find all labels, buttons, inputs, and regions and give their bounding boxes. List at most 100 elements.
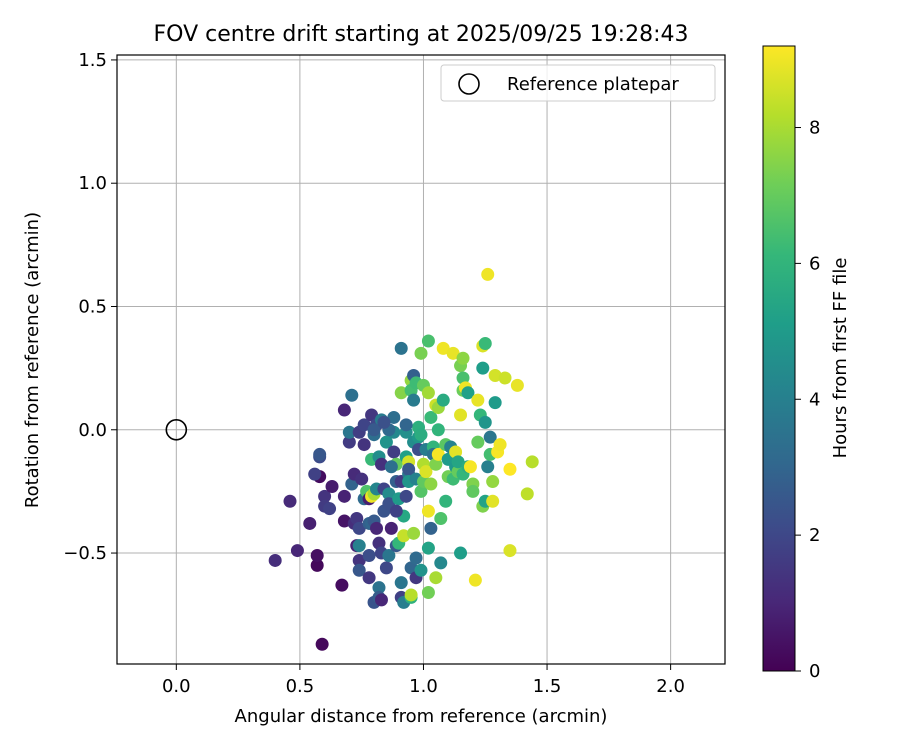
- data-point: [352, 563, 366, 577]
- data-point: [382, 549, 396, 563]
- data-point: [318, 489, 332, 503]
- y-axis-ticks: −0.5 0.0 0.5 1.0 1.5: [63, 50, 117, 564]
- y-axis-label: Rotation from reference (arcmin): [22, 212, 43, 508]
- data-point: [434, 556, 448, 570]
- data-point: [486, 494, 500, 508]
- data-point: [283, 494, 297, 508]
- data-point: [449, 445, 463, 459]
- data-points: [268, 267, 539, 651]
- data-point: [503, 462, 517, 476]
- data-point: [372, 536, 386, 550]
- data-point: [424, 521, 438, 535]
- colorbar-tick-label: 4: [809, 389, 820, 410]
- data-point: [268, 553, 282, 567]
- x-tick-label: 1.0: [409, 676, 438, 697]
- data-point: [308, 467, 322, 481]
- data-point: [483, 430, 497, 444]
- legend-box: [440, 64, 716, 102]
- data-point: [421, 504, 435, 518]
- data-point: [478, 415, 492, 429]
- colorbar-label: Hours from first FF file: [830, 258, 851, 459]
- data-point: [520, 487, 534, 501]
- data-point: [303, 516, 317, 530]
- colorbar-tick-label: 8: [809, 118, 820, 139]
- data-point: [379, 435, 393, 449]
- data-point: [377, 415, 391, 429]
- data-point: [414, 428, 428, 442]
- data-point: [352, 521, 366, 535]
- data-point: [421, 386, 435, 400]
- data-point: [407, 526, 421, 540]
- data-point: [424, 410, 438, 424]
- data-point: [414, 346, 428, 360]
- data-point: [379, 561, 393, 575]
- data-point: [374, 593, 388, 607]
- y-tick-label: 1.5: [78, 50, 107, 71]
- colorbar-tick-label: 2: [809, 525, 820, 546]
- data-point: [414, 484, 428, 498]
- data-point: [315, 637, 329, 651]
- chart-title: FOV centre drift starting at 2025/09/25 …: [154, 22, 689, 47]
- data-point: [476, 361, 490, 375]
- data-point: [399, 418, 413, 432]
- data-point: [446, 346, 460, 360]
- y-tick-label: 0.5: [78, 296, 107, 317]
- data-point: [481, 267, 495, 281]
- data-point: [471, 393, 485, 407]
- data-point: [355, 472, 369, 486]
- x-axis-ticks: 0.0 0.5 1.0 1.5 2.0: [162, 664, 685, 697]
- data-point: [342, 425, 356, 439]
- data-point: [404, 588, 418, 602]
- data-point: [367, 423, 381, 437]
- data-point: [454, 408, 468, 422]
- legend-label: Reference platepar: [507, 74, 679, 95]
- data-point: [486, 475, 500, 489]
- data-point: [431, 447, 445, 461]
- data-point: [397, 529, 411, 543]
- legend: Reference platepar: [440, 64, 716, 102]
- data-point: [402, 462, 416, 476]
- data-point: [345, 388, 359, 402]
- data-point: [407, 393, 421, 407]
- data-point: [525, 455, 539, 469]
- data-point: [488, 369, 502, 383]
- reference-marker: [165, 418, 188, 441]
- data-point: [436, 341, 450, 355]
- data-point: [456, 371, 470, 385]
- data-point: [337, 489, 351, 503]
- data-point: [481, 460, 495, 474]
- data-point: [429, 457, 443, 471]
- data-point: [414, 563, 428, 577]
- y-tick-label: 0.0: [78, 420, 107, 441]
- data-point: [350, 512, 364, 526]
- data-point: [421, 334, 435, 348]
- data-point: [362, 549, 376, 563]
- plot-area: [116, 54, 726, 665]
- data-point: [493, 438, 507, 452]
- data-point: [409, 551, 423, 565]
- data-point: [325, 479, 339, 493]
- data-point: [488, 396, 502, 410]
- data-point: [374, 457, 388, 471]
- data-point: [357, 438, 371, 452]
- x-tick-label: 2.0: [656, 676, 685, 697]
- data-point: [323, 502, 337, 516]
- colorbar-tick-label: 0: [809, 661, 820, 682]
- data-point: [372, 581, 386, 595]
- data-point: [382, 487, 396, 501]
- x-tick-label: 1.5: [533, 676, 562, 697]
- data-point: [384, 521, 398, 535]
- data-point: [389, 504, 403, 518]
- data-point: [466, 484, 480, 498]
- data-point: [394, 576, 408, 590]
- data-point: [310, 549, 324, 563]
- data-point: [461, 386, 475, 400]
- data-point: [471, 435, 485, 449]
- colorbar: [762, 45, 796, 672]
- data-point: [365, 408, 379, 422]
- data-point: [337, 403, 351, 417]
- data-point: [463, 460, 477, 474]
- data-point: [478, 336, 492, 350]
- data-point: [345, 477, 359, 491]
